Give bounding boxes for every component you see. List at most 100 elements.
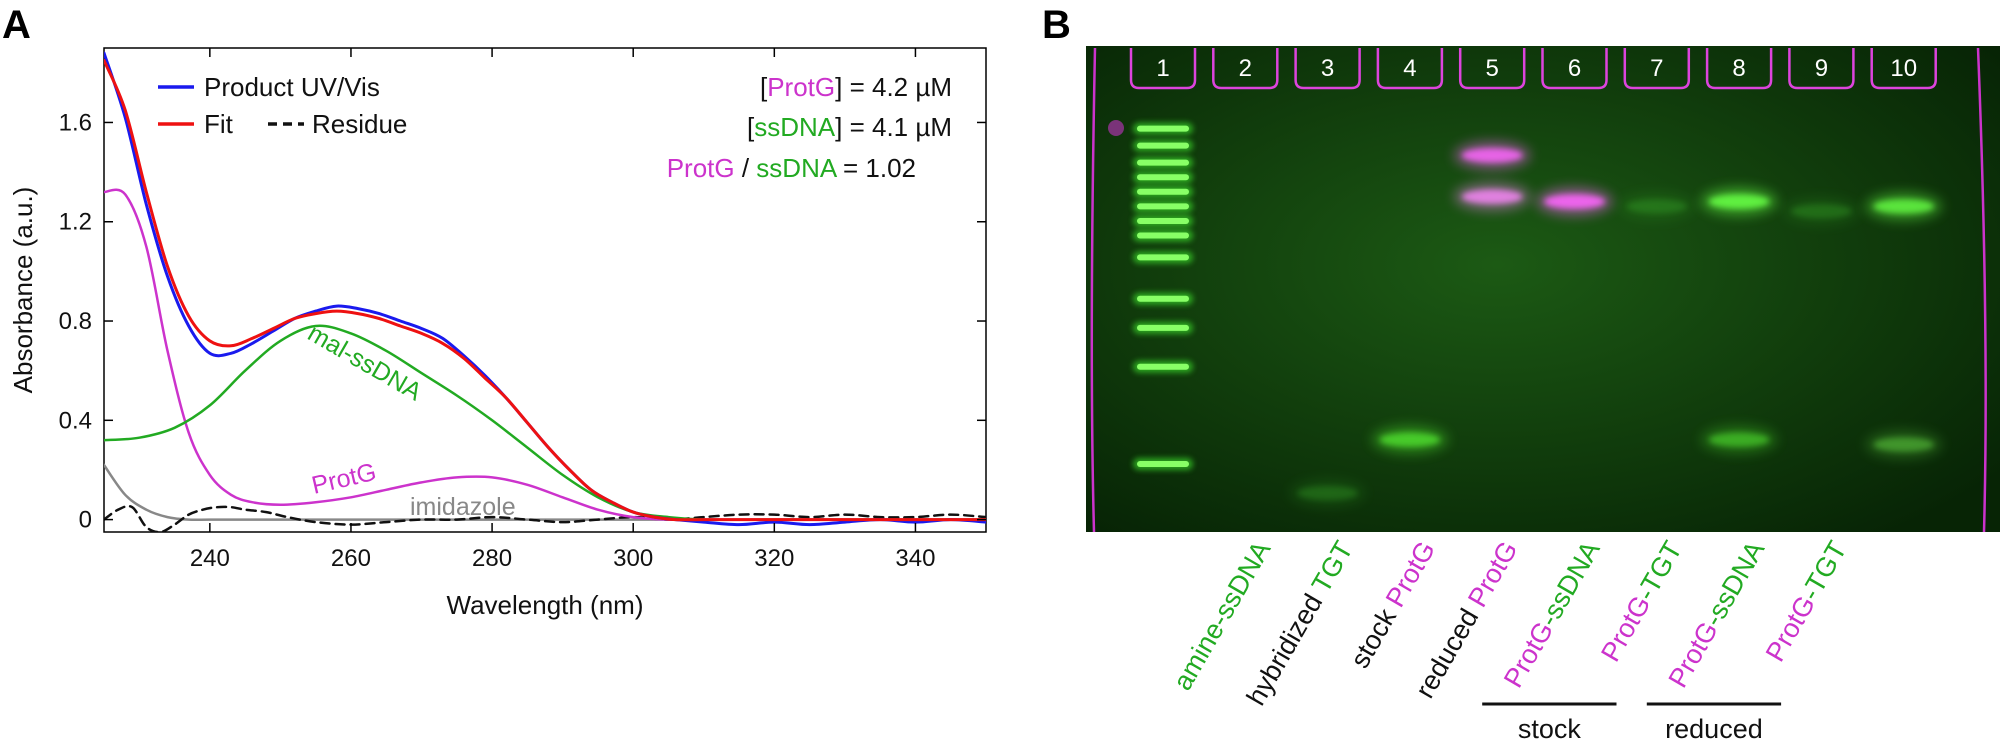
lane-label-part: -ssDNA: [1698, 536, 1770, 632]
gel-well: [1870, 48, 1937, 90]
ladder-band: [1137, 203, 1189, 210]
gel-background: [1086, 46, 2000, 532]
gel-band: [1873, 199, 1934, 214]
conc-close: ] = 4.1 µM: [835, 112, 952, 142]
x-ticks: 240 260 280 300 320 340: [190, 48, 935, 572]
panel-b-label: B: [1042, 3, 1071, 47]
gel-band: [1462, 148, 1523, 163]
y-axis-title: Absorbance (a.u.): [8, 187, 38, 394]
gel-edge-right: [1976, 47, 1987, 533]
ladder-band: [1137, 324, 1189, 331]
y-tick-label: 0.8: [59, 308, 92, 335]
lane-groups: stock reduced: [1482, 702, 1782, 744]
lane-label-part: ProtG: [1760, 591, 1821, 667]
lane-label-part: ProtG: [1462, 536, 1523, 612]
gel-band: [1379, 432, 1440, 447]
gel-well: [1458, 48, 1526, 90]
panel-a-label: A: [2, 3, 31, 47]
ladder-band: [1137, 188, 1189, 195]
lane-label-part: -ssDNA: [1533, 536, 1605, 632]
lane-label-part: ProtG: [1663, 617, 1724, 693]
lane-label-part: reduced: [1410, 597, 1489, 703]
gel-well: [1788, 48, 1855, 90]
protg-concentration: [ProtG] = 4.2 µM: [760, 72, 952, 102]
gel-well: [1376, 48, 1444, 90]
ladder-band: [1137, 460, 1189, 467]
group-label-reduced: reduced: [1665, 714, 1763, 744]
ladder-band: [1137, 295, 1189, 302]
gel-artifact: [1108, 120, 1124, 136]
x-tick-label: 340: [895, 545, 935, 572]
lane-label-part: ProtG: [1595, 591, 1656, 667]
ssdna-concentration: [ssDNA] = 4.1 µM: [747, 112, 952, 142]
gel-band: [1626, 199, 1687, 214]
series-residue: [104, 504, 986, 532]
y-tick-label: 0: [79, 507, 92, 534]
gel-well: [1212, 48, 1279, 90]
y-tick-label: 1.6: [59, 109, 92, 136]
y-tick-label: 1.2: [59, 209, 92, 236]
absorbance-chart: 240 260 280 300 320 340 0 0.4 0.8 1.2 1.6 Wavelen…: [8, 47, 987, 620]
ladder-band: [1137, 125, 1189, 132]
gel-band: [1462, 189, 1523, 204]
ladder-band: [1137, 142, 1189, 149]
ratio-den: ssDNA: [756, 153, 838, 183]
gel-edge-left: [1090, 47, 1097, 533]
plot-frame: [103, 47, 987, 533]
x-tick-label: 240: [190, 545, 230, 572]
lane-number: 1: [1156, 55, 1169, 82]
ratio-value: = 1.02: [836, 153, 916, 183]
x-tick-label: 320: [754, 545, 794, 572]
legend-label-product: Product UV/Vis: [204, 72, 380, 102]
lane-number: 10: [1890, 55, 1917, 82]
ladder-band: [1137, 159, 1189, 166]
y-tick-label: 0.4: [59, 407, 92, 434]
x-axis-title: Wavelength (nm): [447, 590, 644, 620]
gel-band: [1544, 194, 1605, 209]
series-fit: [104, 58, 986, 522]
gel-well: [1623, 48, 1691, 90]
ladder-band: [1137, 363, 1189, 370]
lane-number: 9: [1815, 55, 1828, 82]
lane-label-part: ProtG: [1498, 617, 1559, 693]
imidazole-annotation: imidazole: [410, 493, 516, 521]
conc-species: ssDNA: [754, 112, 836, 142]
lane-label-part: stock: [1345, 597, 1406, 673]
series-layer: [104, 51, 986, 532]
legend-label-residue: Residue: [312, 109, 407, 139]
x-tick-label: 260: [331, 545, 371, 572]
x-tick-label: 280: [472, 545, 512, 572]
conc-open: [: [747, 112, 755, 142]
wells: 1 2 3 4 5 6 7 8 9 10: [1129, 48, 1937, 90]
lane-label-4: stock ProtG: [1345, 536, 1442, 673]
gel-band: [1709, 194, 1770, 209]
lane-number: 5: [1486, 55, 1499, 82]
gel-well: [1541, 48, 1608, 90]
ratio: ProtG / ssDNA = 1.02: [667, 153, 916, 183]
conc-open: [: [760, 72, 768, 102]
lane-label-part: ProtG: [1380, 536, 1441, 612]
ladder-band: [1137, 217, 1189, 224]
ratio-num: ProtG: [667, 153, 735, 183]
lane-label-7: ProtG-TGT: [1595, 536, 1688, 667]
gel-band: [1873, 437, 1934, 452]
series-product-uv-vis: [104, 51, 986, 527]
y-ticks: 0 0.4 0.8 1.2 1.6: [59, 109, 986, 534]
legend: Product UV/Vis Fit Residue: [158, 72, 407, 139]
lane-label-9: ProtG-TGT: [1760, 536, 1853, 667]
group-label-stock: stock: [1518, 714, 1582, 744]
gel-well: [1294, 48, 1361, 90]
ratio-sep: /: [735, 153, 757, 183]
conc-close: ] = 4.2 µM: [835, 72, 952, 102]
gel-well: [1129, 48, 1197, 90]
lane-number: 4: [1403, 55, 1416, 82]
gel-band: [1709, 432, 1770, 447]
bands: [1289, 141, 1942, 508]
ladder-band: [1137, 232, 1189, 239]
lane-number: 7: [1650, 55, 1663, 82]
gel-well: [1705, 48, 1773, 90]
gel-band: [1791, 204, 1852, 219]
